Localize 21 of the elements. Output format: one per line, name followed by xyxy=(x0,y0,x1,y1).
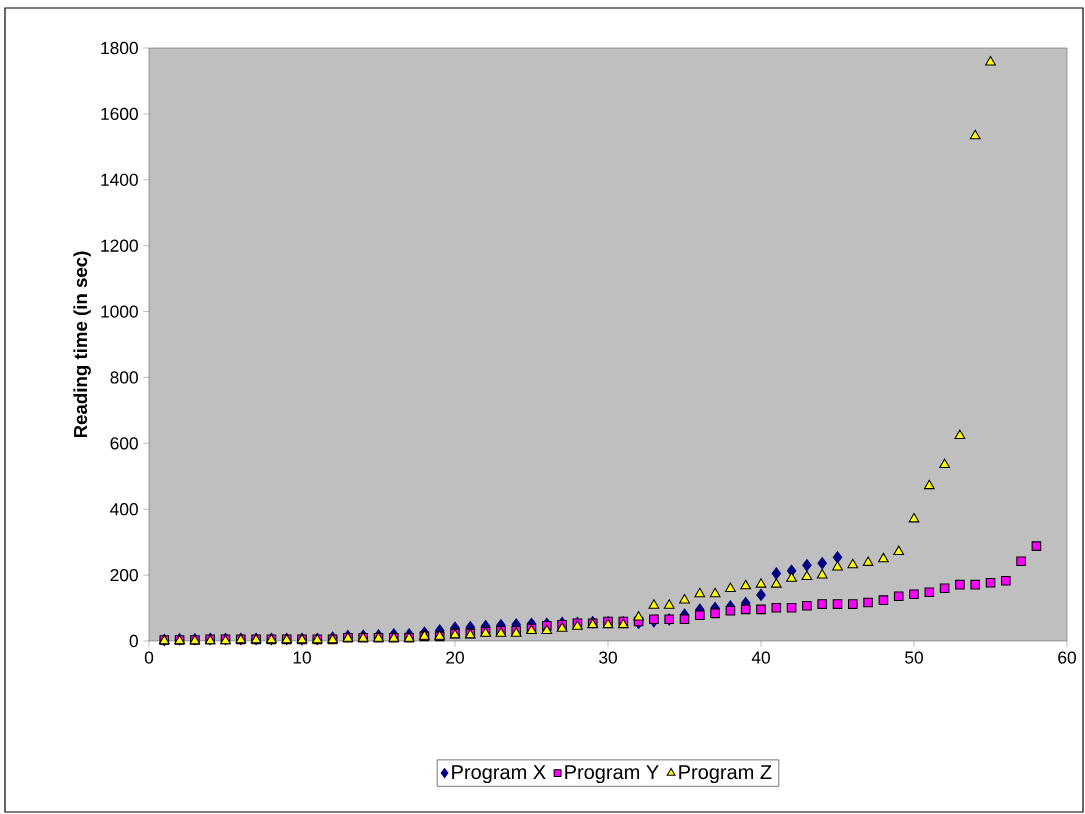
y-tick-label: 400 xyxy=(110,503,138,516)
x-tick-label: 20 xyxy=(446,651,464,664)
y-axis-title: Reading time (in sec) xyxy=(73,251,91,438)
legend-label: Program X xyxy=(452,765,546,784)
y-tick-label: 1200 xyxy=(101,239,138,252)
y-tick-label: 800 xyxy=(110,371,138,384)
y-tick-label: 600 xyxy=(110,437,138,450)
x-tick-label: 60 xyxy=(1058,651,1076,664)
x-tick-label: 0 xyxy=(144,651,154,664)
x-tick-label: 30 xyxy=(599,651,617,664)
legend-label: Program Z xyxy=(679,765,772,784)
legend-label: Program Y xyxy=(565,765,659,784)
x-tick-label: 40 xyxy=(751,651,770,664)
y-tick-label: 1600 xyxy=(101,107,138,121)
x-tick-label: 50 xyxy=(905,651,923,664)
y-tick-label: 1000 xyxy=(101,305,138,318)
y-tick-label: 200 xyxy=(110,568,138,582)
y-tick-label: 0 xyxy=(129,634,138,648)
x-tick-label: 10 xyxy=(293,651,311,664)
y-tick-label: 1800 xyxy=(101,41,138,55)
y-tick-label: 1400 xyxy=(101,173,138,186)
